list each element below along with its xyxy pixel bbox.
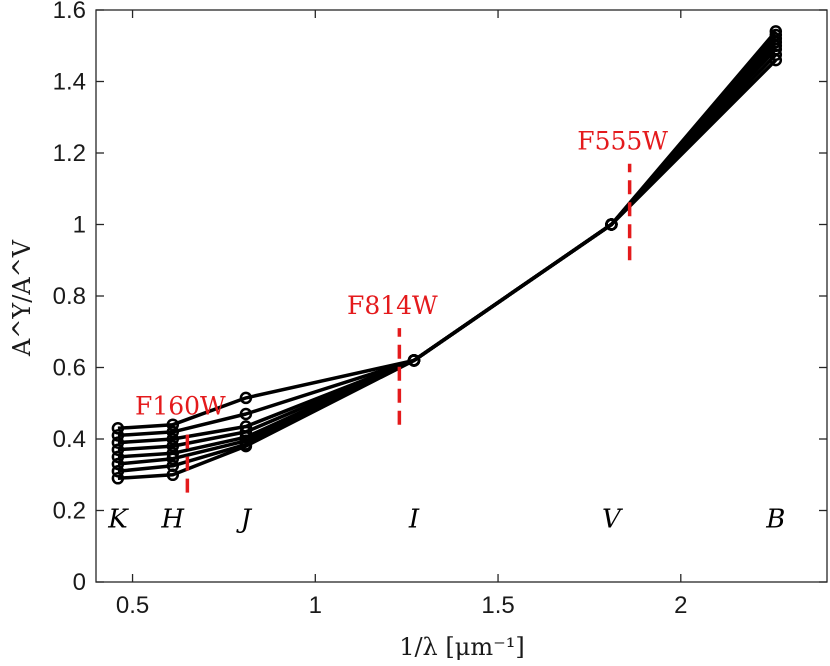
filter-label: F814W	[347, 291, 438, 320]
y-tick-label: 1.4	[53, 69, 86, 96]
axes: 0.5 1 1.5 2 0 0.2 0.4 0.6 0.8 1 1.2 1.4 1.6	[53, 0, 828, 619]
y-tick-label: 0	[73, 569, 86, 596]
data-point	[166, 439, 180, 453]
x-tick-label: 0.5	[116, 592, 149, 619]
series-group	[111, 25, 783, 485]
data-point	[239, 439, 253, 453]
data-point	[166, 468, 180, 482]
band-label: I	[408, 505, 420, 535]
data-point	[239, 407, 253, 421]
y-tick-label: 1.6	[53, 0, 86, 24]
band-label: B	[765, 505, 785, 535]
data-point	[769, 25, 783, 38]
y-tick-label: 0.4	[53, 426, 86, 453]
band-label: K	[107, 505, 129, 535]
data-point	[111, 457, 125, 471]
series-line-3	[117, 48, 778, 445]
data-point	[111, 450, 125, 464]
x-tick-label: 1	[309, 592, 322, 619]
series-line-4	[117, 44, 778, 452]
data-point	[166, 452, 180, 465]
x-tick-label: 2	[674, 592, 687, 619]
data-point	[111, 472, 125, 485]
series-line-8	[117, 30, 778, 481]
data-point	[605, 218, 618, 231]
data-point	[166, 432, 180, 446]
y-tick-label: 1.2	[53, 140, 86, 167]
data-point	[239, 391, 253, 405]
series-line-1	[117, 58, 778, 431]
y-axis-label: A^Y/A^V	[8, 239, 36, 357]
y-tick-label: 0.2	[53, 498, 86, 525]
data-point	[166, 418, 180, 431]
data-point	[407, 354, 421, 367]
filter-label: F160W	[135, 391, 226, 420]
x-tick-label: 1.5	[481, 592, 514, 619]
series-line-2	[117, 53, 778, 438]
band-label: H	[160, 505, 185, 535]
y-tick-label: 1	[73, 212, 86, 239]
band-label: V	[602, 505, 623, 535]
band-label: J	[236, 505, 253, 535]
x-axis-label: 1/λ [μm⁻¹]	[399, 633, 525, 661]
y-tick-label: 0.8	[53, 283, 86, 310]
y-tick-label: 0.6	[53, 355, 86, 382]
data-point	[111, 422, 125, 435]
data-point	[111, 464, 125, 478]
filter-markers: F160W F814W F555W	[135, 127, 668, 493]
plot-frame	[95, 9, 828, 583]
filter-label: F555W	[577, 127, 668, 156]
data-point	[111, 443, 125, 456]
data-point	[166, 425, 180, 439]
data-point	[111, 436, 125, 449]
data-point	[111, 429, 125, 442]
